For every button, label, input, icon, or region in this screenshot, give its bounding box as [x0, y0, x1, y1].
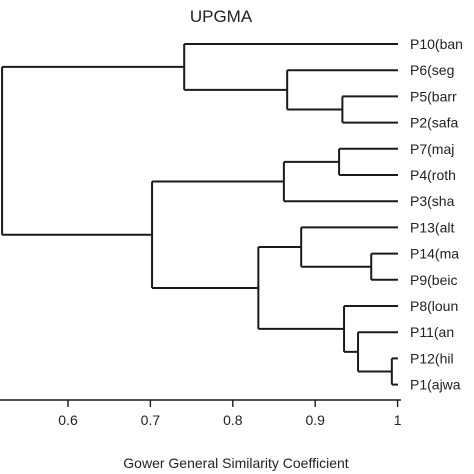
x-tick-label-1: 1: [394, 412, 402, 428]
dendrogram-branches: [1, 43, 398, 386]
x-axis-title: Gower General Similarity Coefficient: [123, 455, 348, 471]
leaf-label-p13: P13(alt: [410, 219, 454, 235]
leaf-label-p7: P7(maj: [410, 141, 454, 157]
leaf-label-p12: P12(hil: [410, 350, 454, 366]
leaf-label-p6: P6(seg: [410, 62, 454, 78]
leaf-label-p8: P8(loun: [410, 298, 458, 314]
x-tick-label-0-7: 0.7: [141, 412, 161, 428]
figure-title: UPGMA: [190, 7, 253, 26]
leaf-label-p5: P5(barr: [410, 88, 457, 104]
x-axis-ticks: 0.6 0.7 0.8 0.9 1: [58, 400, 402, 428]
leaf-label-p3: P3(sha: [410, 193, 455, 209]
x-tick-label-0-8: 0.8: [223, 412, 243, 428]
leaf-label-p14: P14(ma: [410, 246, 459, 262]
leaf-label-p11: P11(an: [410, 324, 454, 340]
x-tick-label-0-6: 0.6: [58, 412, 78, 428]
leaf-label-p10: P10(ban: [410, 36, 463, 52]
leaf-label-p9: P9(beic: [410, 272, 457, 288]
x-tick-label-0-9: 0.9: [305, 412, 325, 428]
leaf-label-p4: P4(roth: [410, 167, 456, 183]
leaf-label-p2: P2(safa: [410, 115, 458, 131]
leaf-labels: P10(ban P6(seg P5(barr P2(safa P7(maj P4(roth…: [410, 36, 463, 393]
leaf-label-p1: P1(ajwa: [410, 377, 461, 393]
